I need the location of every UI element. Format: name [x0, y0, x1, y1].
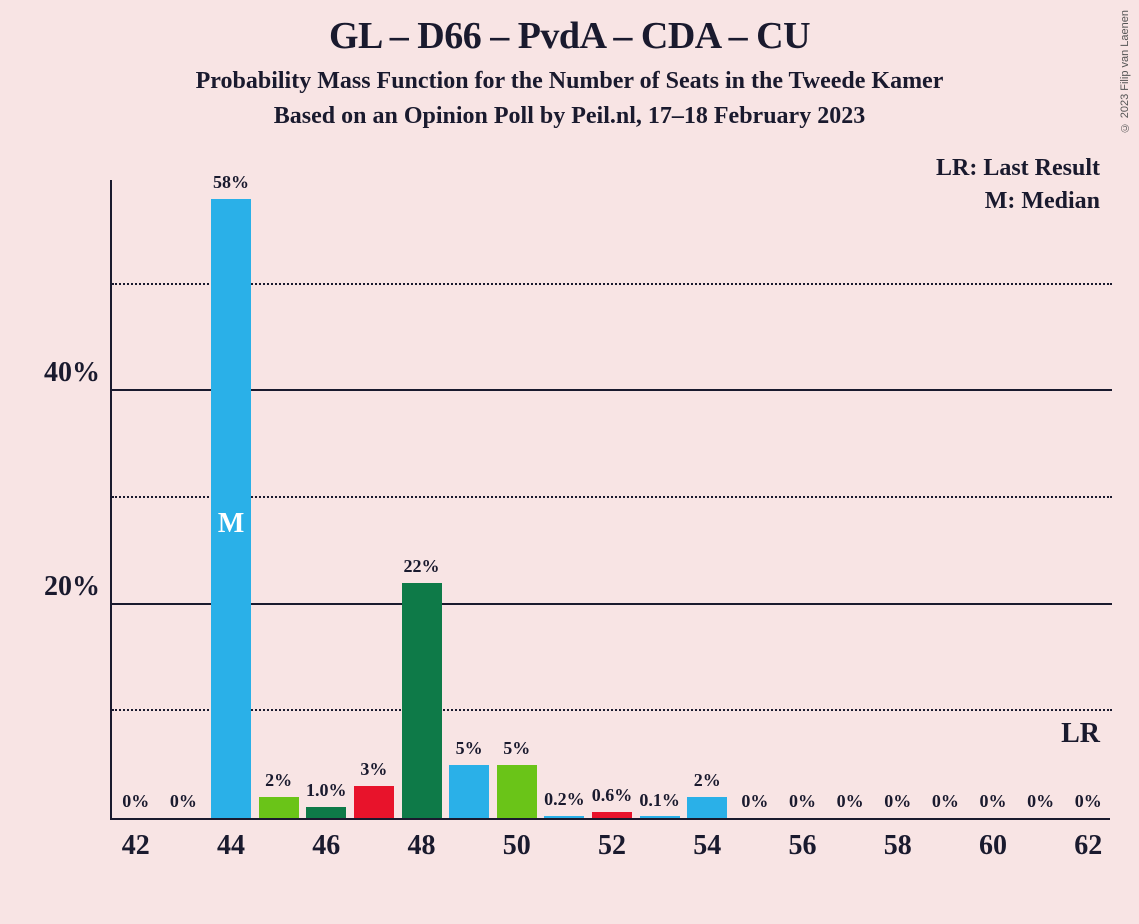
- plot: 20%40%42444648505254565860620%0%M58%2%1.…: [110, 180, 1110, 820]
- y-axis-label: 20%: [20, 571, 100, 603]
- bar-value-label: 0%: [1027, 791, 1054, 812]
- legend-lr: LR: Last Result: [936, 155, 1100, 182]
- gridline-major: [112, 389, 1112, 391]
- bar-value-label: 2%: [265, 770, 292, 791]
- bar-value-label: 0.6%: [592, 785, 633, 806]
- bar: [354, 786, 394, 818]
- x-axis-label: 50: [493, 830, 541, 862]
- bar: [687, 797, 727, 818]
- bar: [402, 583, 442, 818]
- bar-value-label: 22%: [404, 556, 440, 577]
- bar: [449, 765, 489, 818]
- bar-value-label: 0%: [837, 791, 864, 812]
- x-axis-label: 60: [969, 830, 1017, 862]
- subtitle-1: Probability Mass Function for the Number…: [0, 68, 1139, 95]
- y-axis-label: 40%: [20, 357, 100, 389]
- bar: [592, 812, 632, 818]
- gridline-minor: [112, 709, 1112, 711]
- x-axis-label: 54: [683, 830, 731, 862]
- bar-value-label: 0%: [170, 791, 197, 812]
- bar-value-label: 0.1%: [639, 790, 680, 811]
- bar: [497, 765, 537, 818]
- x-axis-label: 62: [1064, 830, 1112, 862]
- median-mark: M: [211, 508, 251, 540]
- copyright-text: © 2023 Filip van Laenen: [1119, 10, 1131, 133]
- gridline-minor: [112, 283, 1112, 285]
- bar-value-label: 0%: [979, 791, 1006, 812]
- bar-value-label: 58%: [213, 172, 249, 193]
- gridline-major: [112, 603, 1112, 605]
- bar: [544, 816, 584, 818]
- bar-value-label: 0%: [122, 791, 149, 812]
- lr-mark: LR: [1061, 718, 1100, 750]
- bar-value-label: 0%: [1075, 791, 1102, 812]
- subtitle-2: Based on an Opinion Poll by Peil.nl, 17–…: [0, 103, 1139, 130]
- bar-value-label: 0%: [932, 791, 959, 812]
- x-axis-label: 52: [588, 830, 636, 862]
- x-axis-label: 56: [778, 830, 826, 862]
- x-axis-label: 46: [302, 830, 350, 862]
- bar: [306, 807, 346, 818]
- bar-value-label: 0%: [741, 791, 768, 812]
- bar: [640, 816, 680, 818]
- bar: [259, 797, 299, 818]
- bar-value-label: 5%: [503, 738, 530, 759]
- main-title: GL – D66 – PvdA – CDA – CU: [0, 14, 1139, 58]
- bar-value-label: 0.2%: [544, 789, 585, 810]
- bar-value-label: 1.0%: [306, 780, 347, 801]
- bar-value-label: 0%: [789, 791, 816, 812]
- bar-value-label: 3%: [360, 759, 387, 780]
- bar-value-label: 5%: [456, 738, 483, 759]
- title-block: GL – D66 – PvdA – CDA – CU Probability M…: [0, 0, 1139, 130]
- chart-area: LR: Last Result M: Median 20%40%42444648…: [110, 160, 1110, 820]
- x-axis-label: 58: [874, 830, 922, 862]
- x-axis-label: 48: [398, 830, 446, 862]
- gridline-minor: [112, 496, 1112, 498]
- x-axis-label: 42: [112, 830, 160, 862]
- bar-value-label: 0%: [884, 791, 911, 812]
- x-axis-label: 44: [207, 830, 255, 862]
- bar-value-label: 2%: [694, 770, 721, 791]
